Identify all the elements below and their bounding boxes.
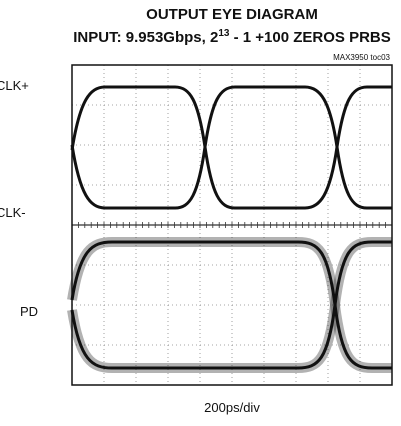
x-scale-label: 200ps/div bbox=[204, 400, 260, 415]
title-part: - 1 +100 ZEROS PRBS bbox=[229, 29, 390, 46]
figure-note: MAX3950 toc03 bbox=[333, 53, 390, 62]
title-line1: OUTPUT EYE DIAGRAM bbox=[146, 6, 318, 23]
title-line2: INPUT: 9.953Gbps, 213 - 1 +100 ZEROS PRB… bbox=[73, 28, 391, 46]
scope-screenshot: OUTPUT EYE DIAGRAM INPUT: 9.953Gbps, 213… bbox=[0, 0, 401, 426]
title-superscript: 13 bbox=[218, 28, 230, 39]
channel-label: CLK- bbox=[0, 205, 26, 220]
channel-label: PD bbox=[20, 304, 38, 319]
channel-label: CLK+ bbox=[0, 78, 29, 93]
title-part: INPUT: 9.953Gbps, 2 bbox=[73, 29, 218, 46]
